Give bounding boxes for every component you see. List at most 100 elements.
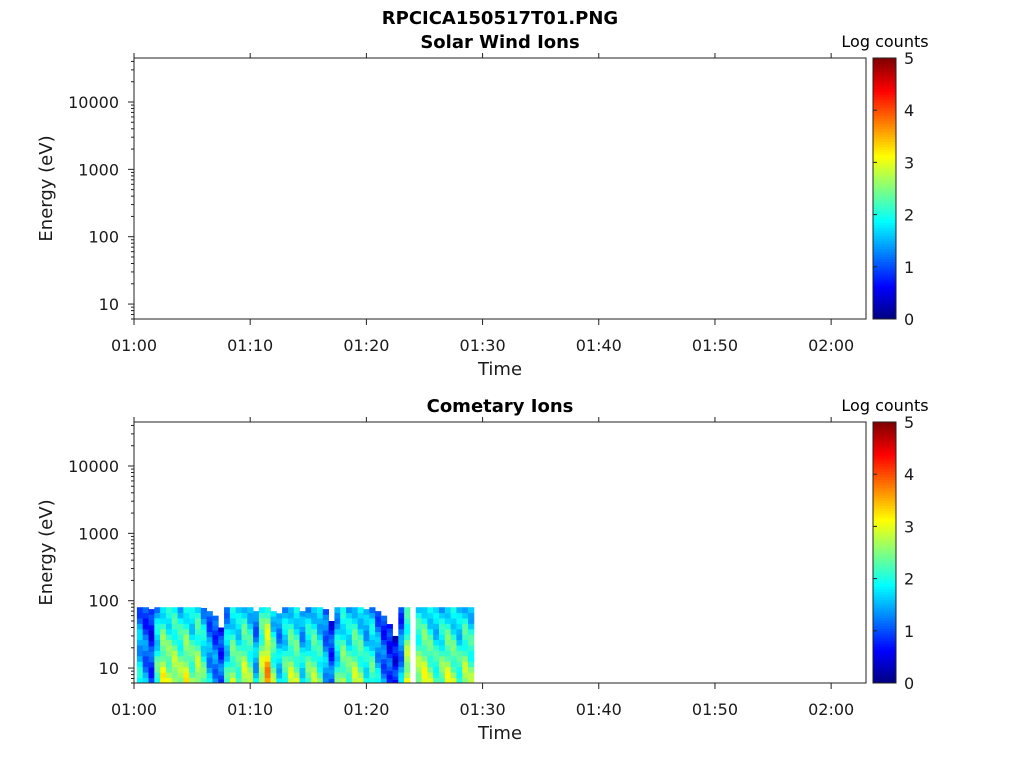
spectrogram-cell [444, 655, 452, 662]
colorbar-tick-label: 5 [904, 49, 914, 68]
colorbar-segment [873, 500, 896, 504]
spectrogram-cell [444, 612, 452, 619]
colorbar-segment [873, 422, 896, 426]
spectrogram-cell [311, 661, 318, 668]
spectrogram-cell [375, 677, 382, 684]
spectrogram-cell [276, 668, 283, 674]
spectrogram-cell [450, 672, 457, 678]
spectrogram-cell [427, 628, 434, 635]
spectrogram-cell [433, 618, 440, 624]
spectrogram-cell [287, 607, 295, 614]
spectrogram-cell [421, 655, 428, 662]
spectrogram-cell [450, 661, 457, 668]
spectrogram-cell [195, 612, 202, 619]
spectrogram-cell [287, 618, 295, 624]
x-tick-label: 02:00 [808, 336, 854, 355]
spectrogram-cell [392, 642, 399, 647]
spectrogram-cell [142, 618, 149, 624]
spectrogram-cell [415, 623, 422, 630]
spectrogram-cell [363, 635, 370, 642]
spectrogram-cell [224, 607, 231, 614]
spectrogram-cell [136, 645, 144, 651]
spectrogram-cell [456, 639, 463, 646]
spectrogram-cell [444, 639, 452, 646]
spectrogram-cell [148, 646, 155, 652]
colorbar-segment [873, 625, 896, 629]
spectrogram-cell [346, 612, 353, 619]
spectrogram-cell [247, 618, 254, 624]
spectrogram-cell [421, 645, 428, 651]
colorbar-segment [873, 450, 896, 454]
spectrogram-cell [258, 677, 266, 684]
spectrogram-cell [398, 645, 405, 651]
spectrogram-cell [247, 677, 254, 684]
spectrogram-cell [276, 613, 283, 619]
spectrogram-cell [287, 650, 295, 657]
spectrogram-cell [392, 666, 399, 670]
spectrogram-cell [195, 634, 202, 641]
spectrogram-cell [328, 665, 335, 671]
spectrogram-cell [171, 618, 178, 624]
spectrogram-cell [160, 677, 167, 684]
spectrogram-cell [322, 651, 330, 658]
spectrogram-cell [160, 623, 167, 630]
spectrogram-cell [282, 677, 289, 684]
spectrogram-cell [439, 628, 446, 635]
spectrogram-cell [450, 634, 457, 641]
spectrogram-cell [444, 650, 452, 657]
spectrogram-cell [154, 655, 161, 662]
spectrogram-cell [351, 607, 359, 614]
spectrogram-cell [229, 650, 237, 657]
spectrogram-cell [357, 623, 364, 630]
spectrogram-cell [421, 623, 428, 630]
spectrogram-cell [450, 618, 457, 624]
spectrogram-cell [200, 640, 208, 646]
spectrogram-cell [357, 618, 364, 624]
spectrogram-cell [282, 655, 289, 662]
colorbar-segment [873, 196, 896, 200]
spectrogram-cell [340, 612, 347, 619]
spectrogram-cell [270, 672, 277, 679]
spectrogram-cell [363, 661, 370, 668]
spectrogram-cell [340, 672, 347, 678]
spectrogram-cell [142, 655, 149, 662]
spectrogram-cell [189, 677, 196, 684]
spectrogram-cell [427, 650, 434, 657]
spectrogram-cell [270, 641, 277, 648]
spectrogram-cell [450, 645, 457, 651]
spectrogram-cell [177, 655, 184, 662]
spectrogram-cell [258, 666, 266, 673]
spectrogram-cell [392, 639, 399, 644]
colorbar-segment [873, 204, 896, 208]
spectrogram-cell [346, 672, 353, 678]
spectrogram-cell [282, 650, 289, 657]
colorbar-segment [873, 167, 896, 171]
spectrogram-cell [369, 677, 376, 684]
spectrogram-cell [154, 634, 161, 641]
spectrogram-cell [433, 634, 440, 641]
spectrogram-cell [142, 666, 149, 673]
spectrogram-cell [322, 661, 330, 668]
spectrogram-cell [346, 666, 353, 673]
spectrogram-cell [206, 621, 213, 627]
spectrogram-cell [392, 635, 399, 640]
spectrogram-cell [206, 611, 213, 617]
colorbar-segment [873, 656, 896, 661]
spectrogram-cell [258, 650, 266, 657]
spectrogram-cell [386, 628, 393, 633]
colorbar-segment [873, 151, 896, 156]
spectrogram-cell [189, 650, 196, 657]
spectrogram-cell [165, 650, 173, 657]
spectrogram-cell [171, 677, 178, 684]
colorbar-tick-label: 1 [904, 258, 914, 277]
spectrogram-cell [421, 672, 428, 678]
spectrogram-cell [404, 661, 411, 668]
spectrogram-cell [270, 636, 277, 643]
spectrogram-cell [369, 628, 376, 635]
spectrogram-cell [160, 655, 167, 662]
spectrogram-cell [229, 645, 237, 651]
colorbar-segment [873, 510, 896, 514]
spectrogram-cell [241, 666, 248, 673]
spectrogram-cell [404, 645, 411, 651]
spectrogram-cell [444, 666, 452, 673]
